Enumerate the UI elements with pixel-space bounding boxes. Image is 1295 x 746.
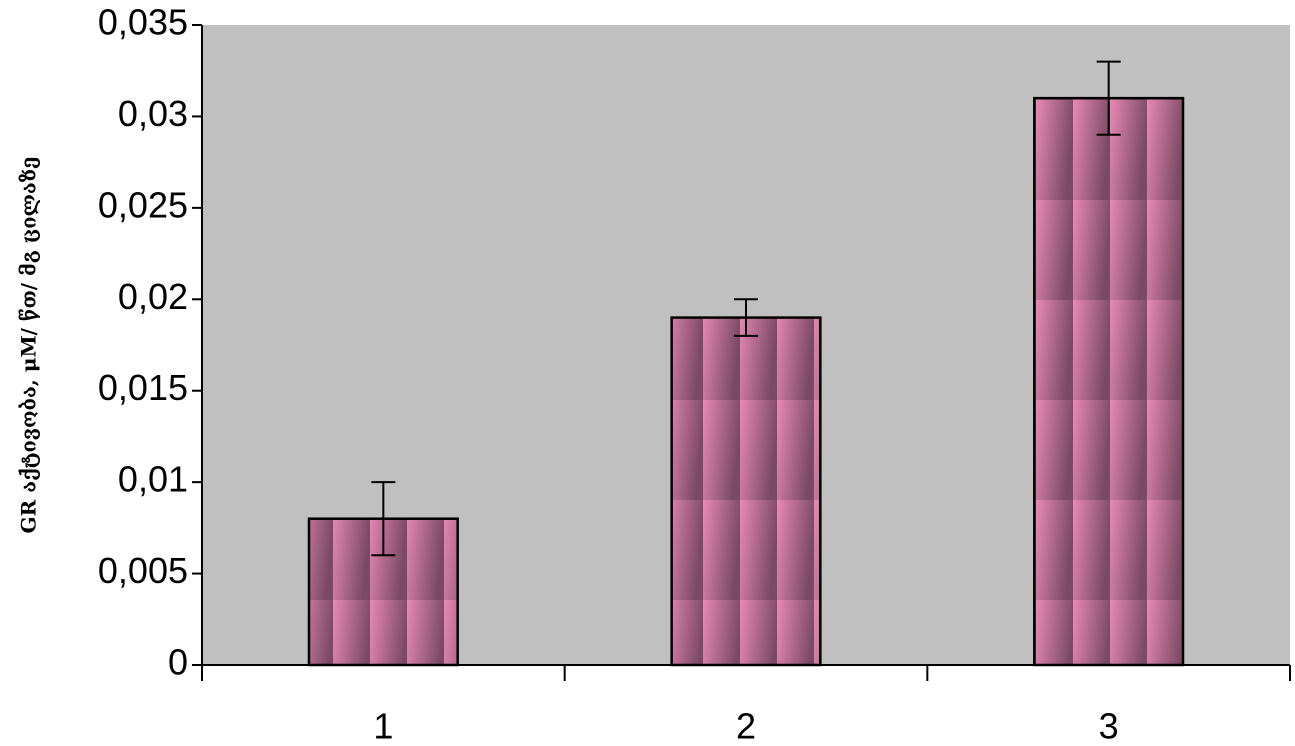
y-axis-label: GR აქტივობა, μM/ წთ/ მგ ცილაზე	[17, 157, 41, 534]
y-tick-label: 0,03	[118, 93, 188, 134]
y-tick-label: 0,025	[98, 184, 188, 225]
bar	[670, 316, 822, 667]
x-tick-label: 1	[373, 706, 393, 746]
y-tick-label: 0,02	[118, 276, 188, 317]
y-tick-label: 0,01	[118, 459, 188, 500]
y-tick-label: 0	[168, 642, 188, 683]
x-tick-label: 2	[736, 706, 756, 746]
y-tick-label: 0,015	[98, 367, 188, 408]
y-tick-label: 0,035	[98, 2, 188, 43]
y-tick-label: 0,005	[98, 550, 188, 591]
x-tick-label: 3	[1099, 706, 1119, 746]
bar	[1033, 96, 1185, 667]
